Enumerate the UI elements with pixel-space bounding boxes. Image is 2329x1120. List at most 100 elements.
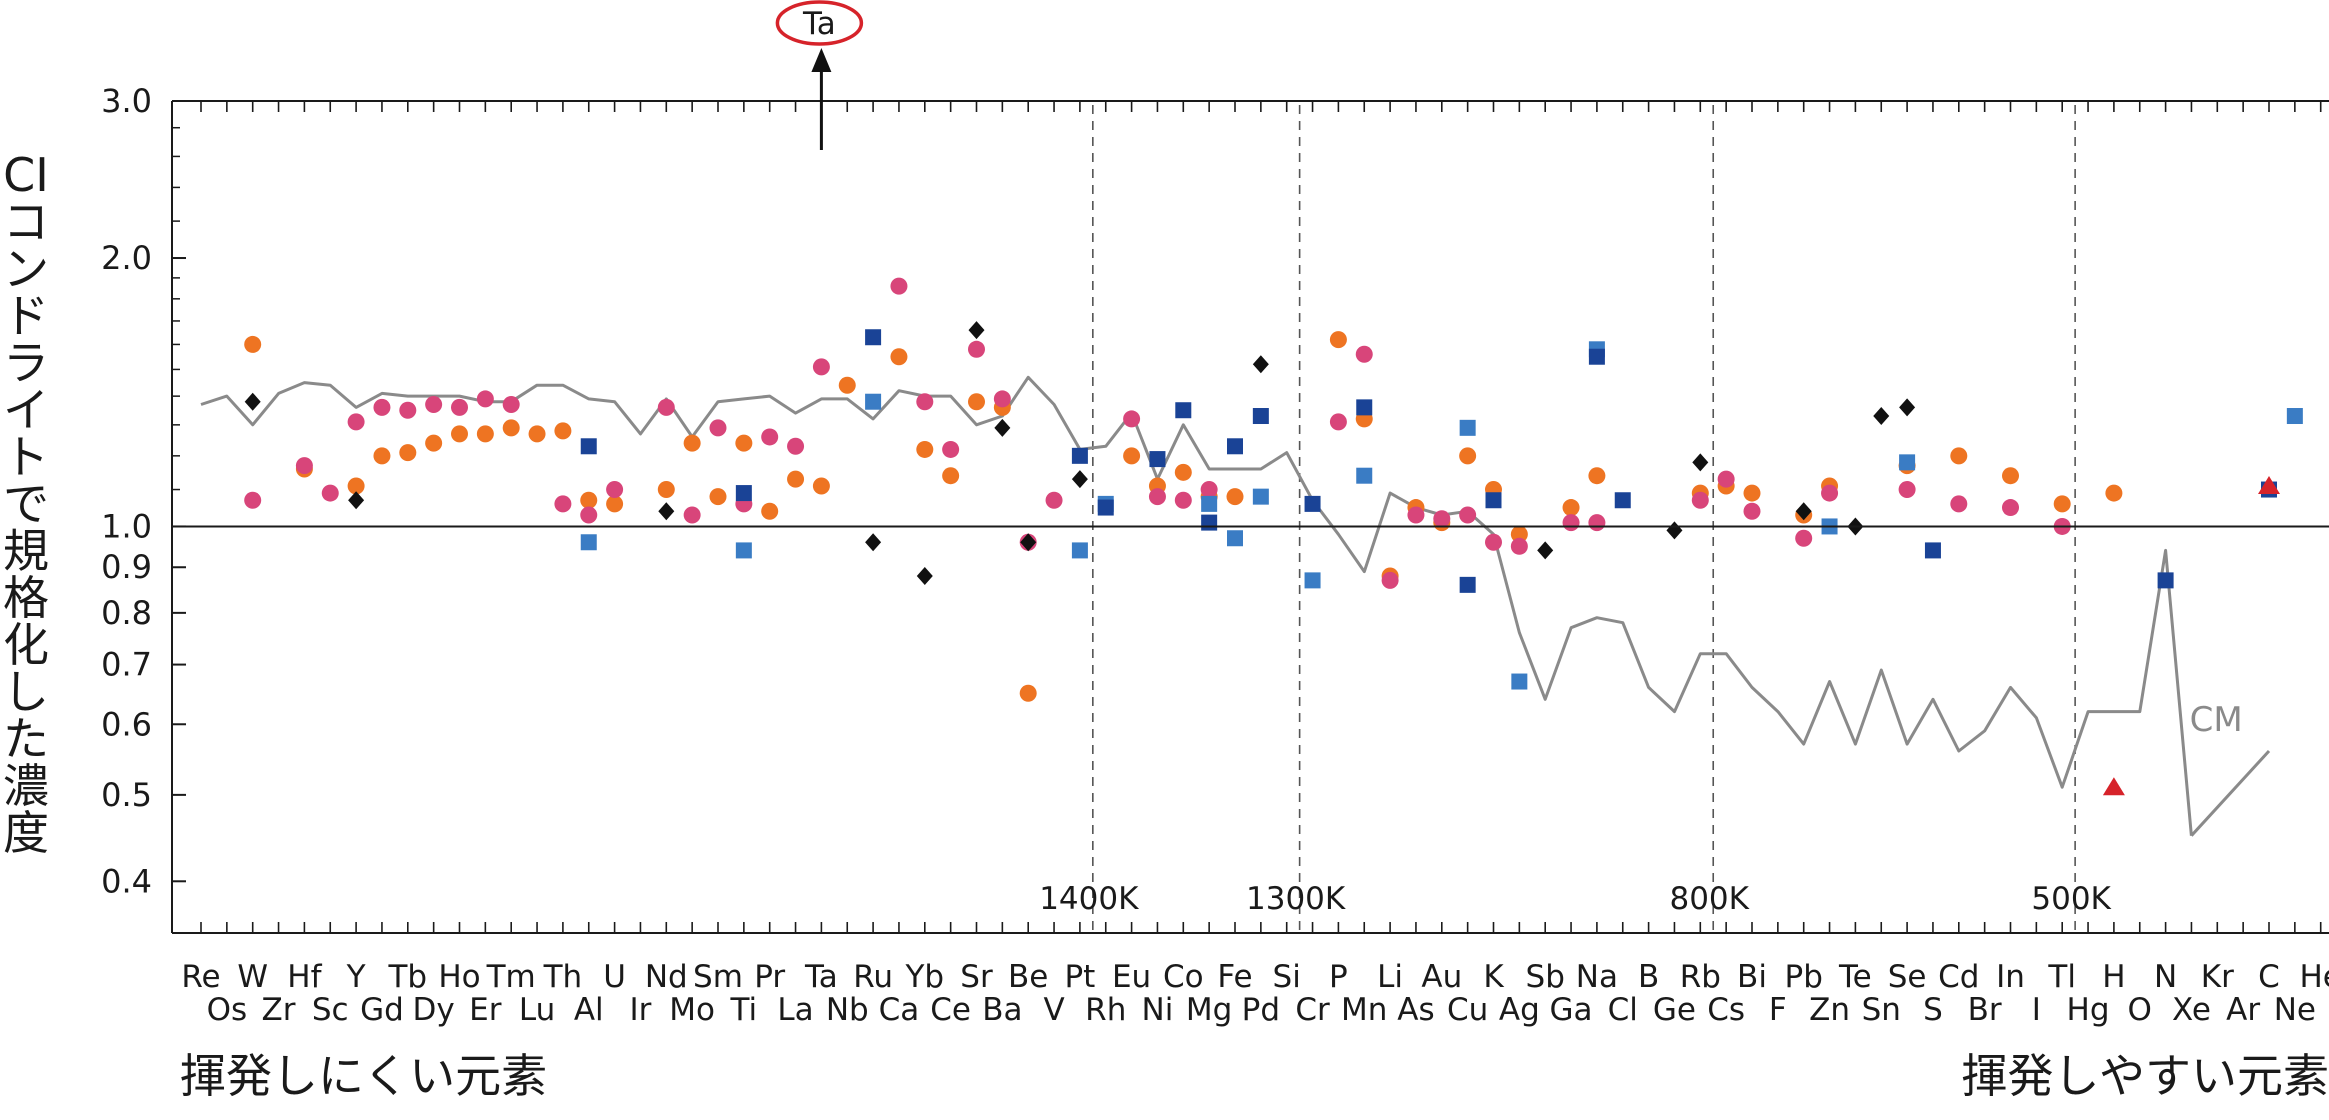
- data-point-circle: [321, 484, 339, 502]
- data-point-circle: [554, 495, 572, 513]
- data-point-circle: [1407, 506, 1425, 524]
- x-tick-label: Li: [1377, 959, 1403, 995]
- x-tick-label: Ar: [2226, 992, 2260, 1028]
- data-point-square: [1459, 419, 1476, 436]
- data-point-square: [1304, 572, 1321, 589]
- data-point-circle: [502, 419, 520, 437]
- x-tick-label: He: [2300, 959, 2329, 995]
- x-tick-label: Lu: [519, 992, 555, 1028]
- x-tick-label: Sn: [1862, 992, 1901, 1028]
- data-point-square: [1252, 488, 1269, 505]
- data-point-square: [1175, 402, 1192, 419]
- temperature-label: 500K: [2031, 881, 2111, 917]
- x-tick-label: Pr: [754, 959, 785, 995]
- data-point-circle: [709, 419, 727, 437]
- x-tick-label: Zn: [1809, 992, 1850, 1028]
- data-point-circle: [528, 425, 546, 443]
- data-point-square: [1511, 673, 1528, 690]
- data-point-circle: [993, 390, 1011, 408]
- data-point-square: [1356, 467, 1373, 484]
- data-point-circle: [2002, 499, 2019, 517]
- x-tick-label: Sb: [1526, 959, 1565, 995]
- cm-line-label: CM: [2190, 700, 2243, 740]
- data-point-square: [865, 393, 882, 410]
- temperature-label: 1400K: [1039, 881, 1139, 917]
- data-point-diamond: [1071, 470, 1088, 489]
- data-point-diamond: [1795, 502, 1812, 521]
- temperature-markers: 1400K 1300K 800K 500K: [1039, 105, 2112, 933]
- x-tick-label: Bi: [1737, 959, 1767, 995]
- data-point-square: [1614, 492, 1631, 509]
- data-point-circle: [1123, 447, 1141, 465]
- x-tick-label: Ca: [879, 992, 920, 1028]
- data-point-square: [735, 542, 752, 559]
- data-point-square: [1924, 542, 1941, 559]
- data-point-circle: [1821, 484, 1839, 502]
- x-tick-label: Al: [574, 992, 604, 1028]
- data-points: [244, 277, 2303, 796]
- x-tick-label: Kr: [2201, 959, 2234, 995]
- x-tick-label: Si: [1273, 959, 1301, 995]
- data-point-circle: [244, 491, 262, 509]
- data-point-circle: [425, 396, 443, 414]
- x-tick-label: W: [237, 959, 268, 995]
- data-point-circle: [1743, 502, 1761, 520]
- data-point-circle: [1562, 499, 1580, 517]
- data-point-diamond: [994, 418, 1011, 437]
- x-tick-label: Yb: [904, 959, 944, 995]
- x-tick-label: Cr: [1295, 992, 1330, 1028]
- x-tick-label: Mg: [1186, 992, 1232, 1028]
- data-point-circle: [1329, 413, 1347, 431]
- data-point-diamond: [658, 502, 675, 521]
- x-tick-label: In: [1996, 959, 2025, 995]
- data-point-triangle: [2258, 476, 2280, 495]
- y-tick-label: 2.0: [101, 239, 152, 277]
- data-point-circle: [244, 335, 262, 353]
- data-point-circle: [787, 437, 805, 455]
- data-point-circle: [1588, 514, 1606, 532]
- data-point-circle: [2002, 467, 2019, 485]
- x-tick-label: V: [1043, 992, 1064, 1028]
- data-point-circle: [606, 481, 624, 499]
- x-tick-label: Tl: [2047, 959, 2076, 995]
- data-point-square: [1227, 438, 1243, 455]
- data-point-circle: [1174, 491, 1192, 509]
- data-point-circle: [657, 481, 675, 499]
- data-point-circle: [1459, 447, 1477, 465]
- data-point-circle: [1381, 571, 1399, 589]
- offscale-label: Ta: [802, 6, 836, 42]
- x-tick-label: C: [2258, 959, 2280, 995]
- x-tick-label: Os: [207, 992, 248, 1028]
- x-tick-label: Cl: [1608, 992, 1638, 1028]
- data-point-square: [1201, 514, 1218, 531]
- x-tick-label: F: [1769, 992, 1787, 1028]
- data-point-square: [1097, 499, 1114, 516]
- data-point-circle: [787, 470, 805, 488]
- x-tick-label: U: [603, 959, 626, 995]
- data-point-circle: [1123, 410, 1141, 428]
- x-tick-label: Gd: [360, 992, 404, 1028]
- x-tick-label: Au: [1421, 959, 1462, 995]
- data-point-square: [580, 534, 597, 551]
- cm-line: CM: [200, 375, 2271, 837]
- data-point-circle: [1459, 506, 1477, 524]
- x-tick-label: Sr: [960, 959, 993, 995]
- x-tick-label: Tb: [387, 959, 427, 995]
- x-tick-label: Sc: [312, 992, 349, 1028]
- x-tick-label: Te: [1838, 959, 1872, 995]
- data-point-square: [1227, 530, 1243, 547]
- data-point-circle: [1329, 331, 1347, 349]
- data-point-circle: [761, 428, 779, 446]
- footer-right-note: 揮発しやすい元素: [1961, 1049, 2329, 1103]
- data-point-diamond: [968, 321, 985, 340]
- data-point-circle: [838, 376, 856, 394]
- data-point-circle: [347, 477, 365, 495]
- data-point-circle: [968, 340, 985, 358]
- y-tick-label: 0.6: [101, 705, 152, 743]
- x-tick-label: Hf: [287, 959, 322, 995]
- x-tick-label: N: [2154, 959, 2177, 995]
- data-point-circle: [709, 488, 727, 506]
- data-point-circle: [1148, 488, 1166, 506]
- data-point-circle: [1795, 529, 1813, 547]
- data-point-circle: [1898, 481, 1916, 499]
